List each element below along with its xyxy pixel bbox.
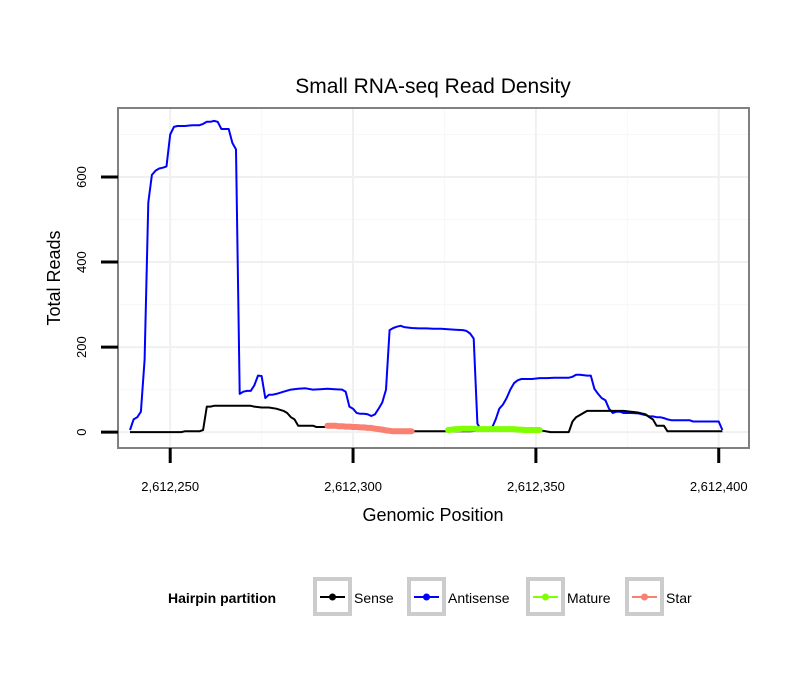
x-tick-label-3: 2,612,400 [690,479,748,494]
x-tick-label-1: 2,612,300 [324,479,382,494]
y-axis-label: Total Reads [44,230,64,325]
x-axis-label: Genomic Position [362,505,503,525]
x-tick-label-2: 2,612,350 [507,479,565,494]
series-star [324,422,415,435]
legend-label-sense: Sense [354,590,394,606]
series-layer [129,119,724,435]
plot-panel-border [117,107,750,449]
legend-key-point-sense [329,593,336,601]
y-tick-label-3: 600 [74,166,89,188]
legend-label-star: Star [666,590,692,606]
chart-title: Small RNA-seq Read Density [295,75,571,98]
legend-key-point-star [641,593,648,601]
x-tick-label-0: 2,612,250 [141,479,199,494]
series-mature [445,425,543,433]
legend-title: Hairpin partition [168,590,276,606]
series-antisense [129,119,724,431]
legend-label-antisense: Antisense [448,590,510,606]
legend: Hairpin partition Sense Antisense Mature St… [168,577,692,616]
legend-key-point-antisense [423,593,430,601]
y-tick-label-1: 200 [74,336,89,358]
legend-key-point-mature [542,593,549,601]
legend-key-box-mature [526,577,565,616]
y-tick-label-2: 400 [74,251,89,273]
legend-label-mature: Mature [567,590,611,606]
series-sense [130,404,723,434]
axes: 2,612,250 2,612,300 2,612,350 2,612,400 0 200… [74,166,748,494]
gridlines [119,109,748,447]
y-tick-label-0: 0 [74,428,89,435]
